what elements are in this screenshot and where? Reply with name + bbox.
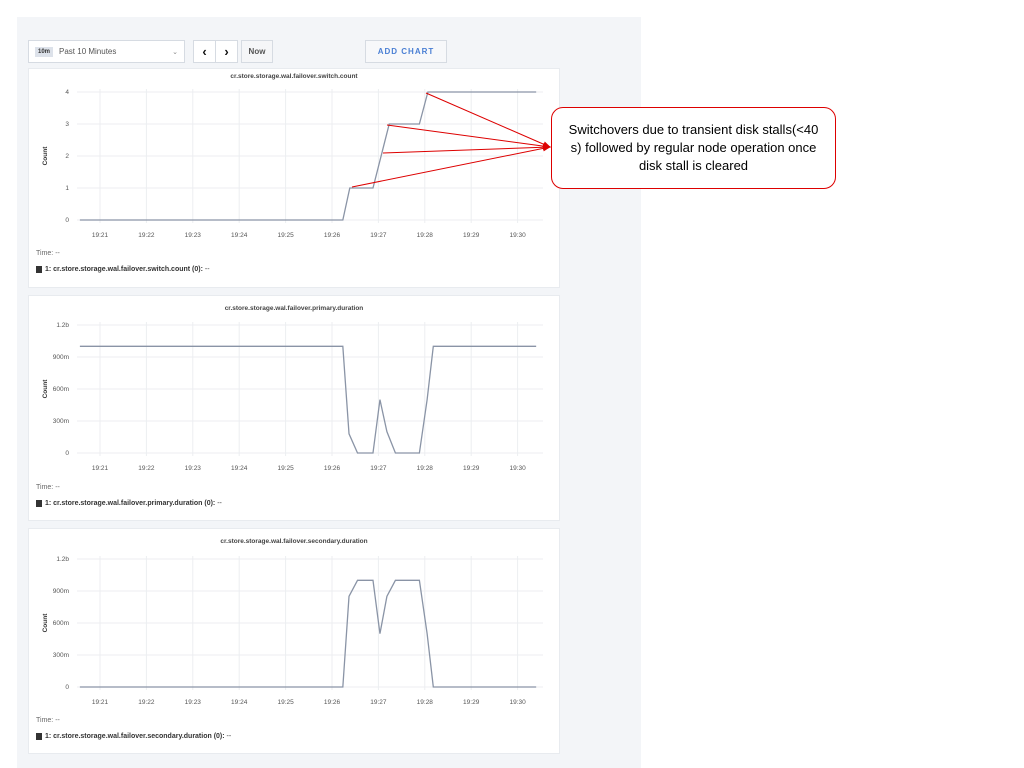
chart-card-secondary-duration: 19:21 19:22 19:23 19:24 19:25 19:26 19:27 19:28… xyxy=(28,528,560,754)
legend-swatch xyxy=(36,500,42,507)
x-tick-label: 19:23 xyxy=(185,465,202,472)
range-badge: 10m xyxy=(35,46,54,57)
y-tick-label: 900m xyxy=(53,354,69,361)
time-readout: Time: -- xyxy=(36,484,60,491)
y-tick-label: 0 xyxy=(65,684,69,691)
y-tick-label: 4 xyxy=(65,89,69,96)
x-tick-label: 19:21 xyxy=(92,232,109,239)
y-tick-label: 1 xyxy=(65,185,69,192)
y-tick-label: 600m xyxy=(53,386,69,393)
x-tick-label: 19:25 xyxy=(277,465,294,472)
chart-plot[interactable]: 19:21 19:22 19:23 19:24 19:25 19:26 19:27 19:28… xyxy=(29,69,561,249)
y-tick-label: 3 xyxy=(65,121,69,128)
x-tick-label: 19:25 xyxy=(277,232,294,239)
legend-item[interactable]: 1: cr.store.storage.wal.failover.switch.… xyxy=(36,266,210,273)
y-axis-label: Count xyxy=(42,379,49,399)
x-tick-label: 19:22 xyxy=(138,465,155,472)
x-tick-label: 19:30 xyxy=(509,465,526,472)
x-tick-label: 19:26 xyxy=(324,699,341,706)
x-tick-label: 19:29 xyxy=(463,699,480,706)
x-tick-label: 19:29 xyxy=(463,232,480,239)
range-label: Past 10 Minutes xyxy=(59,47,117,56)
chevron-right-icon[interactable]: › xyxy=(224,44,229,59)
y-tick-label: 300m xyxy=(53,652,69,659)
y-axis-label: Count xyxy=(42,613,49,633)
x-tick-label: 19:25 xyxy=(277,699,294,706)
y-axis-label: Count xyxy=(42,146,49,166)
x-tick-label: 19:28 xyxy=(417,232,434,239)
x-tick-label: 19:24 xyxy=(231,699,248,706)
y-tick-label: 1.2b xyxy=(56,322,69,329)
x-tick-label: 19:27 xyxy=(370,232,387,239)
x-tick-label: 19:22 xyxy=(138,699,155,706)
time-range-select[interactable]: 10m Past 10 Minutes ⌄ xyxy=(28,40,185,63)
y-tick-label: 600m xyxy=(53,620,69,627)
x-tick-label: 19:22 xyxy=(138,232,155,239)
x-tick-label: 19:28 xyxy=(417,465,434,472)
y-tick-label: 300m xyxy=(53,418,69,425)
legend-item[interactable]: 1: cr.store.storage.wal.failover.seconda… xyxy=(36,733,231,740)
chart-card-switch-count: 19:21 19:22 19:23 19:24 19:25 19:26 19:27 19:28… xyxy=(28,68,560,288)
chart-card-primary-duration: 19:21 19:22 19:23 19:24 19:25 19:26 19:27 19:28… xyxy=(28,295,560,521)
chart-title: cr.store.storage.wal.failover.primary.du… xyxy=(224,305,364,312)
chart-title: cr.store.storage.wal.failover.secondary.… xyxy=(220,538,368,545)
x-tick-label: 19:26 xyxy=(324,232,341,239)
y-tick-label: 1.2b xyxy=(56,556,69,563)
add-chart-button[interactable]: ADD CHART xyxy=(365,40,447,63)
time-readout: Time: -- xyxy=(36,717,60,724)
x-tick-label: 19:27 xyxy=(370,699,387,706)
legend-swatch xyxy=(36,266,42,273)
legend-swatch xyxy=(36,733,42,740)
x-tick-label: 19:21 xyxy=(92,465,109,472)
x-tick-label: 19:21 xyxy=(92,699,109,706)
chart-title: cr.store.storage.wal.failover.switch.cou… xyxy=(230,73,358,80)
chart-plot[interactable]: 19:21 19:22 19:23 19:24 19:25 19:26 19:27 19:28… xyxy=(29,296,561,476)
y-tick-label: 2 xyxy=(65,153,69,160)
x-tick-label: 19:26 xyxy=(324,465,341,472)
chart-plot[interactable]: 19:21 19:22 19:23 19:24 19:25 19:26 19:27 19:28… xyxy=(29,529,561,709)
legend-item[interactable]: 1: cr.store.storage.wal.failover.primary… xyxy=(36,500,222,507)
chevron-down-icon: ⌄ xyxy=(172,48,178,56)
x-tick-label: 19:24 xyxy=(231,232,248,239)
y-tick-label: 900m xyxy=(53,588,69,595)
now-button[interactable]: Now xyxy=(241,40,273,63)
series-line xyxy=(79,345,537,454)
x-tick-label: 19:28 xyxy=(417,699,434,706)
x-tick-label: 19:29 xyxy=(463,465,480,472)
annotation-callout: Switchovers due to transient disk stalls… xyxy=(551,107,836,189)
y-tick-label: 0 xyxy=(65,217,69,224)
x-tick-label: 19:23 xyxy=(185,699,202,706)
y-tick-label: 0 xyxy=(65,450,69,457)
series-line xyxy=(79,579,537,688)
x-tick-label: 19:24 xyxy=(231,465,248,472)
chevron-left-icon[interactable]: ‹ xyxy=(194,41,216,62)
x-tick-label: 19:30 xyxy=(509,232,526,239)
x-tick-label: 19:23 xyxy=(185,232,202,239)
x-tick-label: 19:27 xyxy=(370,465,387,472)
time-nav: ‹ › xyxy=(193,40,238,63)
x-tick-label: 19:30 xyxy=(509,699,526,706)
time-readout: Time: -- xyxy=(36,250,60,257)
